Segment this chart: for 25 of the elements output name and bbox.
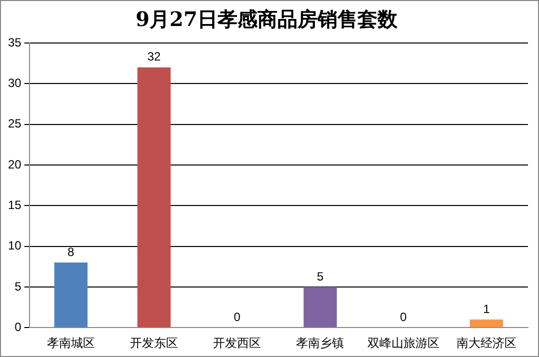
x-tick-label: 孝南乡镇 [296, 336, 344, 350]
y-tick-label: 30 [8, 76, 22, 90]
data-label: 8 [68, 244, 75, 259]
y-tick-label: 5 [14, 279, 22, 294]
bar [54, 262, 88, 328]
y-tick-label: 10 [8, 238, 22, 253]
x-tick-label: 南大经济区 [456, 336, 516, 350]
bar [304, 286, 337, 328]
bar [137, 67, 171, 328]
bar [470, 319, 504, 328]
x-tick-label: 开发东区 [130, 336, 178, 350]
y-tick-label: 20 [8, 157, 22, 172]
data-label: 0 [234, 310, 241, 324]
data-label: 1 [483, 302, 490, 316]
x-tick-label: 孝南城区 [46, 336, 95, 350]
y-tick-label: 15 [8, 198, 22, 212]
x-tick-label: 开发西区 [213, 336, 262, 350]
y-tick-label: 35 [8, 35, 22, 50]
chart-title: 9月27日孝感商品房销售套数 [136, 7, 398, 32]
data-label: 32 [147, 50, 162, 64]
y-tick-label: 25 [8, 116, 22, 131]
data-label: 0 [400, 310, 407, 324]
data-label: 5 [316, 269, 324, 284]
x-tick-label: 双峰山旅游区 [367, 336, 440, 350]
y-tick-label: 0 [14, 320, 22, 334]
